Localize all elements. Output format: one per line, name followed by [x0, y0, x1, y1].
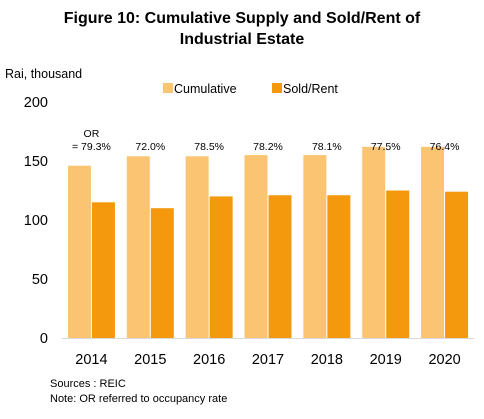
occupancy-rate-label: 76.4%	[430, 141, 460, 153]
bar-cumulative	[303, 155, 327, 338]
bar-sold-rent	[209, 196, 233, 338]
chart-title: Figure 10: Cumulative Supply and Sold/Re…	[0, 8, 484, 50]
bar-cumulative	[126, 156, 150, 338]
bar-sold-rent	[150, 208, 174, 338]
occupancy-rate-label: 78.1%	[312, 141, 342, 153]
bar-sold-rent	[386, 190, 410, 338]
legend-label-sold-rent: Sold/Rent	[283, 82, 338, 96]
y-tick-label: 0	[40, 331, 48, 347]
x-tick-label: 2016	[193, 352, 225, 368]
occupancy-rate-label: 72.0%	[135, 141, 165, 153]
legend-label-cumulative: Cumulative	[174, 82, 237, 96]
bar-cumulative	[421, 146, 445, 338]
y-axis-label: Rai, thousand	[5, 67, 83, 81]
legend-swatch-sold-rent	[272, 83, 282, 93]
chart-title-line-2: Industrial Estate	[179, 31, 305, 48]
occupancy-rate-label: OR	[84, 128, 100, 140]
bar-sold-rent	[327, 195, 351, 338]
occupancy-rate-label: 78.2%	[253, 141, 283, 153]
bar-sold-rent	[91, 202, 115, 338]
bar-sold-rent	[268, 195, 292, 338]
occupancy-rate-label: = 79.3%	[72, 141, 111, 153]
y-tick-label: 100	[24, 213, 48, 229]
x-tick-label: 2020	[428, 352, 460, 368]
chart-title-line-1: Figure 10: Cumulative Supply and Sold/Re…	[63, 10, 421, 27]
x-tick-label: 2015	[134, 352, 166, 368]
y-tick-label: 50	[32, 272, 48, 288]
bar-cumulative	[67, 165, 91, 338]
x-tick-label: 2019	[370, 352, 402, 368]
x-tick-label: 2018	[311, 352, 343, 368]
source-note: Sources : REIC	[50, 378, 126, 390]
bar-cumulative	[244, 155, 268, 338]
occupancy-rate-label: 78.5%	[194, 141, 224, 153]
y-tick-label: 200	[24, 95, 48, 111]
occupancy-rate-label: 77.5%	[371, 141, 401, 153]
x-tick-label: 2017	[252, 352, 284, 368]
x-tick-label: 2014	[75, 352, 107, 368]
y-tick-label: 150	[24, 154, 48, 170]
legend-swatch-cumulative	[163, 83, 173, 93]
bar-cumulative	[362, 146, 386, 338]
bar-cumulative	[185, 156, 209, 338]
chart-notes: Sources : REIC Note: OR referred to occu…	[50, 377, 227, 407]
bar-sold-rent	[445, 191, 469, 338]
occupancy-note: Note: OR referred to occupancy rate	[50, 393, 228, 405]
